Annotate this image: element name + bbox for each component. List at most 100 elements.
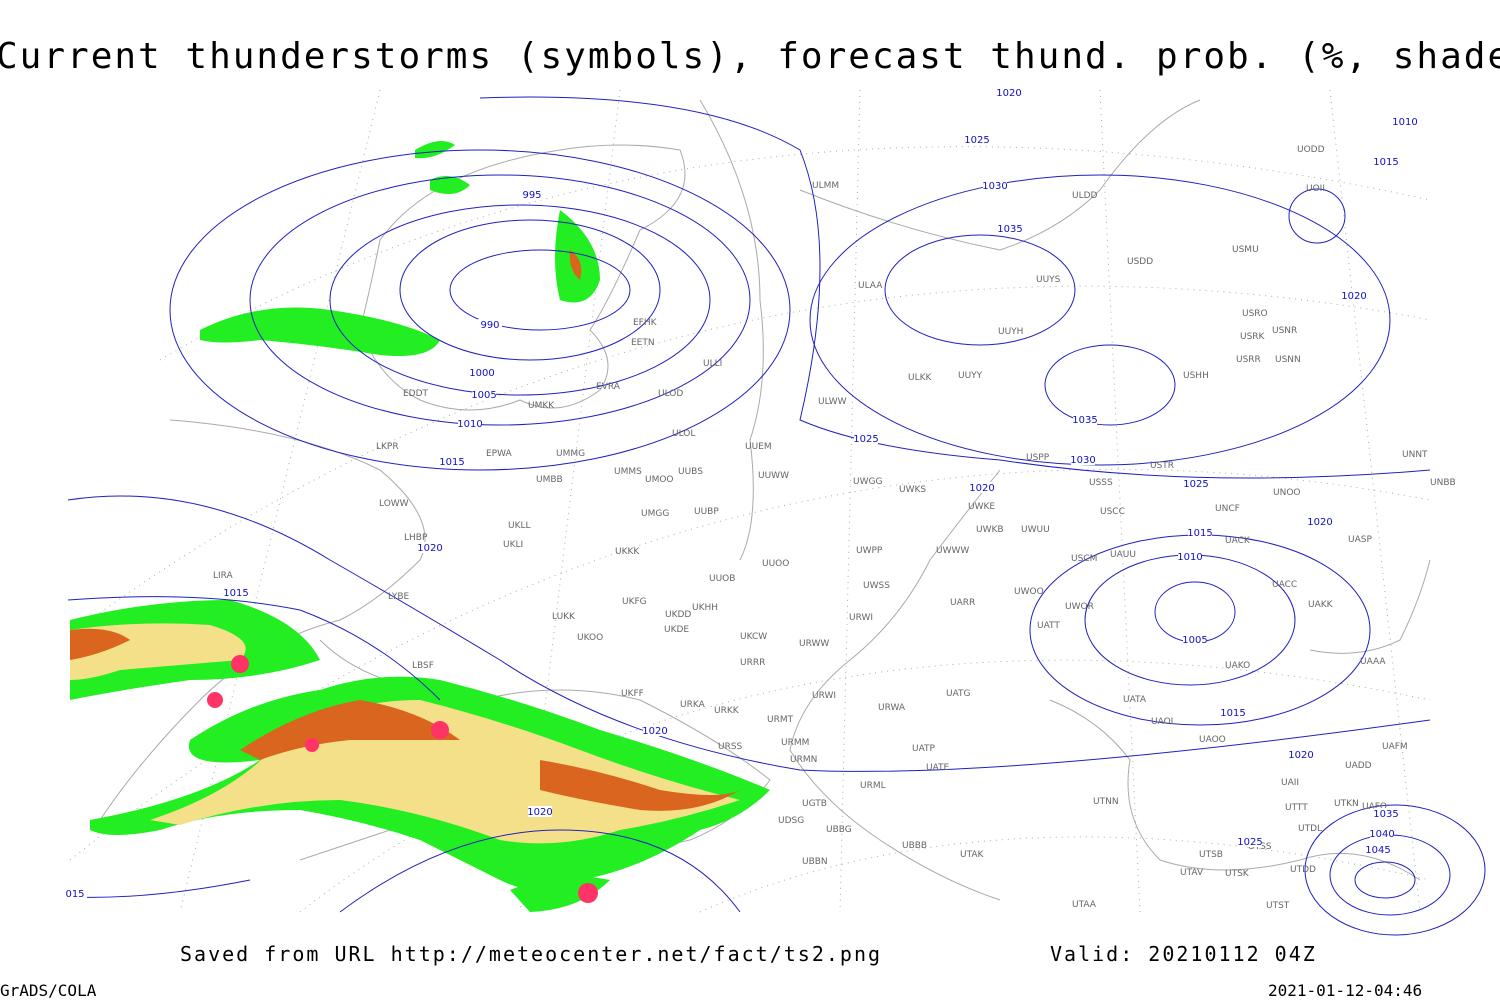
station-label: UWUU bbox=[1021, 525, 1050, 535]
station-label: UKFF bbox=[621, 689, 644, 699]
isobar-label: 1020 bbox=[417, 543, 442, 554]
isobar-label: 1015 bbox=[1187, 528, 1212, 539]
isobar-label-bg bbox=[1289, 749, 1313, 760]
isobar-label: 1020 bbox=[527, 807, 552, 818]
isobar-label-bg bbox=[965, 134, 989, 145]
isobar-label: 1005 bbox=[1182, 635, 1207, 646]
station-label: UWOR bbox=[1065, 602, 1094, 612]
station-label: EDDT bbox=[403, 389, 429, 399]
isobar-label-bg bbox=[643, 725, 667, 736]
isobar-label: 1045 bbox=[1365, 845, 1390, 856]
isobar-label-bg bbox=[997, 87, 1021, 98]
station-label: USNN bbox=[1275, 355, 1301, 365]
isobar-label-bg bbox=[418, 542, 442, 553]
isobar-label: 1025 bbox=[964, 135, 989, 146]
isobar-label: 1020 bbox=[1307, 517, 1332, 528]
station-label: USRK bbox=[1240, 332, 1266, 342]
station-label: UUBP bbox=[694, 507, 719, 517]
station-label: EETN bbox=[631, 338, 655, 348]
isobar-label-bg bbox=[1366, 844, 1390, 855]
station-label: UATA bbox=[1123, 695, 1147, 705]
station-label: UTSK bbox=[1225, 869, 1250, 879]
station-label: UAFM bbox=[1382, 742, 1408, 752]
station-label: URMT bbox=[767, 715, 794, 725]
isobar-label-bg bbox=[998, 223, 1022, 234]
station-label: UTKN bbox=[1334, 799, 1359, 809]
station-label: UWKE bbox=[968, 502, 995, 512]
isobar-label: 1025 bbox=[853, 434, 878, 445]
station-label: ULDD bbox=[1072, 191, 1098, 201]
station-label: UMMG bbox=[556, 449, 585, 459]
isobar-label: 1020 bbox=[642, 726, 667, 737]
isobar-label: 1010 bbox=[457, 419, 482, 430]
station-label: UKLI bbox=[503, 540, 523, 550]
station-label: UTAK bbox=[960, 850, 985, 860]
station-label: UWOO bbox=[1014, 587, 1044, 597]
isobar-label: 1015 bbox=[223, 588, 248, 599]
station-label: USMU bbox=[1232, 245, 1259, 255]
station-label: UATE bbox=[926, 763, 950, 773]
station-label: UOII bbox=[1306, 184, 1325, 194]
isobar-label: 1015 bbox=[1220, 708, 1245, 719]
isobar-label: 995 bbox=[522, 190, 541, 201]
station-label: UMBB bbox=[536, 475, 563, 485]
isobar-label-bg bbox=[970, 482, 994, 493]
isobar-label-bg bbox=[1342, 290, 1366, 301]
station-label: UODD bbox=[1297, 145, 1325, 155]
station-label: UKHH bbox=[692, 603, 718, 613]
isobar-label: 1035 bbox=[1373, 809, 1398, 820]
station-label: UKKK bbox=[615, 547, 640, 557]
station-label: UKLL bbox=[508, 521, 531, 531]
isobar-label-bg bbox=[440, 456, 464, 467]
station-label: UUBS bbox=[678, 467, 703, 477]
isobar-label-bg bbox=[1374, 808, 1398, 819]
isobar-label-bg bbox=[1183, 634, 1207, 645]
station-label: UTAA bbox=[1072, 900, 1097, 910]
station-label: LYBE bbox=[388, 592, 409, 602]
station-label: UATG bbox=[946, 689, 971, 699]
station-label: ULKK bbox=[908, 373, 933, 383]
isobar-label-bg bbox=[1308, 516, 1332, 527]
station-label: USCC bbox=[1100, 507, 1125, 517]
station-label: UWWW bbox=[936, 546, 969, 556]
isobar-label-bg bbox=[528, 806, 552, 817]
isobar-label-bg bbox=[1221, 707, 1245, 718]
isobar-label: 1025 bbox=[1183, 479, 1208, 490]
station-label: UUEM bbox=[745, 442, 772, 452]
station-label: EFHK bbox=[633, 318, 658, 328]
station-label: UTNN bbox=[1093, 797, 1119, 807]
station-label: UUOB bbox=[709, 574, 735, 584]
isobar-label-bg bbox=[478, 319, 502, 330]
isobar-label: 990 bbox=[480, 320, 499, 331]
station-label: UNOO bbox=[1273, 488, 1301, 498]
isobar-label: 1010 bbox=[1392, 117, 1417, 128]
isobar-label-bg bbox=[472, 389, 496, 400]
station-label: UAII bbox=[1281, 778, 1299, 788]
station-label: UAOO bbox=[1199, 735, 1226, 745]
station-label: UWGG bbox=[853, 477, 882, 487]
isobar-label-bg bbox=[1184, 478, 1208, 489]
isobar-label-bg bbox=[1071, 454, 1095, 465]
station-label: LUKK bbox=[552, 612, 576, 622]
isobar-label-bg bbox=[1393, 116, 1417, 127]
station-label: UTDL bbox=[1298, 824, 1322, 834]
station-label: LOWW bbox=[379, 499, 409, 509]
station-label: UKDE bbox=[664, 625, 689, 635]
station-label: UUYY bbox=[958, 371, 983, 381]
station-label: UACC bbox=[1272, 580, 1297, 590]
station-label: ULWW bbox=[818, 397, 847, 407]
station-label: UTAV bbox=[1180, 868, 1204, 878]
station-label: UUOO bbox=[762, 559, 789, 569]
station-label: UMMS bbox=[614, 467, 642, 477]
station-label: UAOL bbox=[1151, 717, 1176, 727]
thunder-prob-shading bbox=[70, 141, 770, 912]
isobar-label: 1015 bbox=[439, 457, 464, 468]
isobar-label-bg bbox=[470, 367, 494, 378]
station-label: UUYH bbox=[998, 327, 1023, 337]
station-label: URMM bbox=[781, 738, 809, 748]
title: Current thunderstorms (symbols), forecas… bbox=[0, 36, 1500, 77]
station-label: UGTB bbox=[802, 799, 827, 809]
isobar-label-bg bbox=[1374, 156, 1398, 167]
station-label: URMN bbox=[790, 755, 817, 765]
